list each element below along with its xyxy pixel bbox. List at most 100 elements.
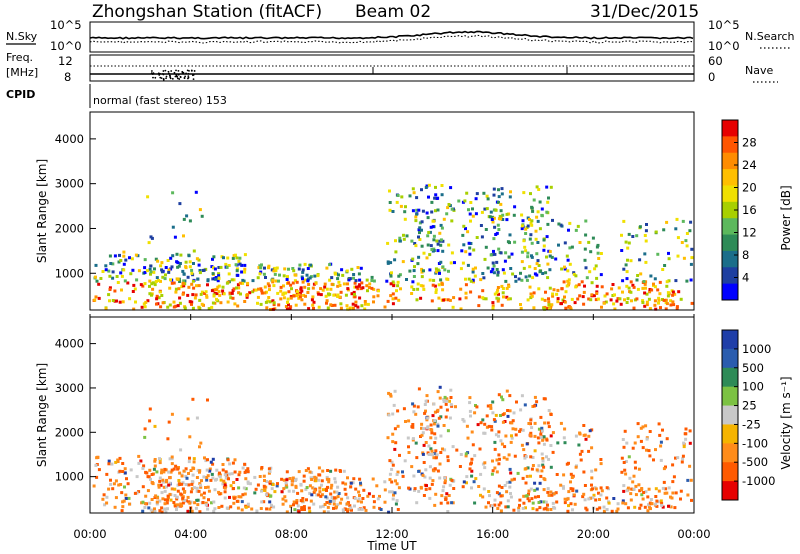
heatmap-cell bbox=[397, 486, 401, 490]
heatmap-cell bbox=[215, 292, 219, 296]
heatmap-cell bbox=[464, 277, 467, 281]
heatmap-cell bbox=[439, 238, 443, 242]
heatmap-cell bbox=[254, 487, 258, 491]
heatmap-cell bbox=[599, 458, 603, 461]
heatmap-cell bbox=[396, 284, 400, 288]
heatmap-cell bbox=[437, 296, 441, 300]
heatmap-cell bbox=[362, 506, 366, 510]
heatmap-cell bbox=[273, 272, 277, 276]
heatmap-cell bbox=[178, 280, 182, 283]
heatmap-cell bbox=[445, 212, 449, 216]
time-axis: 00:00 04:00 08:00 12:00 16:00 20:00 00:00 bbox=[73, 314, 711, 541]
heatmap-cell bbox=[681, 454, 685, 458]
heatmap-cell bbox=[580, 280, 584, 284]
heatmap-cell bbox=[557, 243, 560, 247]
heatmap-cell bbox=[534, 229, 538, 233]
heatmap-cell bbox=[118, 456, 122, 460]
heatmap-cell bbox=[211, 476, 215, 480]
heatmap-cell bbox=[200, 302, 204, 306]
heatmap-cell bbox=[266, 282, 270, 286]
heatmap-cell bbox=[395, 499, 399, 503]
heatmap-cell bbox=[491, 220, 495, 224]
nsky-series bbox=[89, 30, 694, 40]
heatmap-cell bbox=[290, 479, 294, 483]
freq-dot bbox=[162, 73, 164, 75]
heatmap-cell bbox=[294, 485, 298, 489]
heatmap-cell bbox=[636, 287, 640, 291]
heatmap-cell bbox=[300, 506, 304, 510]
heatmap-cell bbox=[526, 224, 530, 228]
heatmap-cell bbox=[537, 287, 541, 291]
heatmap-cell bbox=[567, 461, 570, 465]
heatmap-cell bbox=[356, 287, 360, 291]
heatmap-cell bbox=[490, 425, 494, 429]
heatmap-cell bbox=[431, 414, 435, 418]
heatmap-cell bbox=[398, 273, 402, 277]
heatmap-cell bbox=[421, 209, 425, 213]
heatmap-cell bbox=[509, 471, 513, 475]
heatmap-cell bbox=[514, 433, 518, 437]
heatmap-cell bbox=[504, 279, 508, 283]
heatmap-cell bbox=[445, 397, 449, 401]
heatmap-cell bbox=[394, 479, 397, 483]
heatmap-cell bbox=[142, 464, 146, 468]
heatmap-cell bbox=[690, 301, 694, 305]
heatmap-cell bbox=[631, 446, 635, 450]
heatmap-cell bbox=[262, 484, 266, 488]
heatmap-cell bbox=[500, 442, 504, 446]
heatmap-cell bbox=[605, 486, 609, 490]
heatmap-cell bbox=[128, 256, 131, 260]
colorbar-segment bbox=[722, 462, 738, 482]
heatmap-cell bbox=[370, 275, 374, 279]
heatmap-cell bbox=[182, 279, 186, 283]
heatmap-cell bbox=[174, 464, 178, 468]
heatmap-cell bbox=[649, 498, 653, 501]
heatmap-cell bbox=[396, 280, 400, 284]
heatmap-cell bbox=[450, 478, 454, 482]
heatmap-cell bbox=[576, 224, 580, 228]
heatmap-cell bbox=[153, 458, 157, 461]
heatmap-cell bbox=[566, 258, 570, 262]
heatmap-cell bbox=[398, 239, 402, 243]
heatmap-cell bbox=[682, 256, 686, 260]
heatmap-cell bbox=[626, 246, 630, 250]
heatmap-cell bbox=[353, 295, 357, 299]
heatmap-cell bbox=[198, 469, 202, 473]
heatmap-cell bbox=[184, 467, 188, 471]
heatmap-cell bbox=[147, 241, 151, 245]
heatmap-cell bbox=[638, 489, 642, 493]
heatmap-cell bbox=[186, 275, 190, 279]
heatmap-cell bbox=[299, 499, 303, 503]
heatmap-cell bbox=[206, 474, 210, 478]
heatmap-cell bbox=[665, 284, 669, 288]
heatmap-cell bbox=[272, 303, 276, 307]
heatmap-cell bbox=[516, 471, 520, 475]
heatmap-cell bbox=[146, 475, 150, 479]
time-tick-label: 00:00 bbox=[677, 527, 710, 541]
heatmap-cell bbox=[481, 272, 485, 275]
heatmap-cell bbox=[533, 488, 537, 492]
heatmap-cell bbox=[145, 269, 149, 273]
heatmap-cell bbox=[682, 441, 686, 445]
heatmap-cell bbox=[656, 252, 660, 256]
heatmap-cell bbox=[302, 479, 306, 483]
heatmap-cell bbox=[662, 467, 666, 471]
heatmap-cell bbox=[432, 402, 436, 406]
heatmap-cell bbox=[390, 271, 393, 275]
heatmap-cell bbox=[310, 478, 314, 481]
heatmap-cell bbox=[675, 307, 679, 311]
heatmap-cell bbox=[412, 474, 416, 478]
heatmap-cell bbox=[497, 297, 501, 301]
heatmap-cell bbox=[304, 469, 308, 472]
heatmap-cell bbox=[306, 279, 310, 283]
heatmap-cell bbox=[111, 487, 115, 491]
heatmap-cell bbox=[528, 237, 532, 241]
heatmap-cell bbox=[254, 288, 258, 292]
heatmap-cell bbox=[483, 207, 487, 211]
heatmap-cell bbox=[195, 486, 199, 490]
heatmap-cell bbox=[519, 428, 523, 432]
heatmap-cell bbox=[346, 282, 349, 286]
heatmap-cell bbox=[641, 301, 645, 304]
heatmap-cell bbox=[279, 289, 283, 293]
heatmap-cell bbox=[258, 264, 262, 268]
